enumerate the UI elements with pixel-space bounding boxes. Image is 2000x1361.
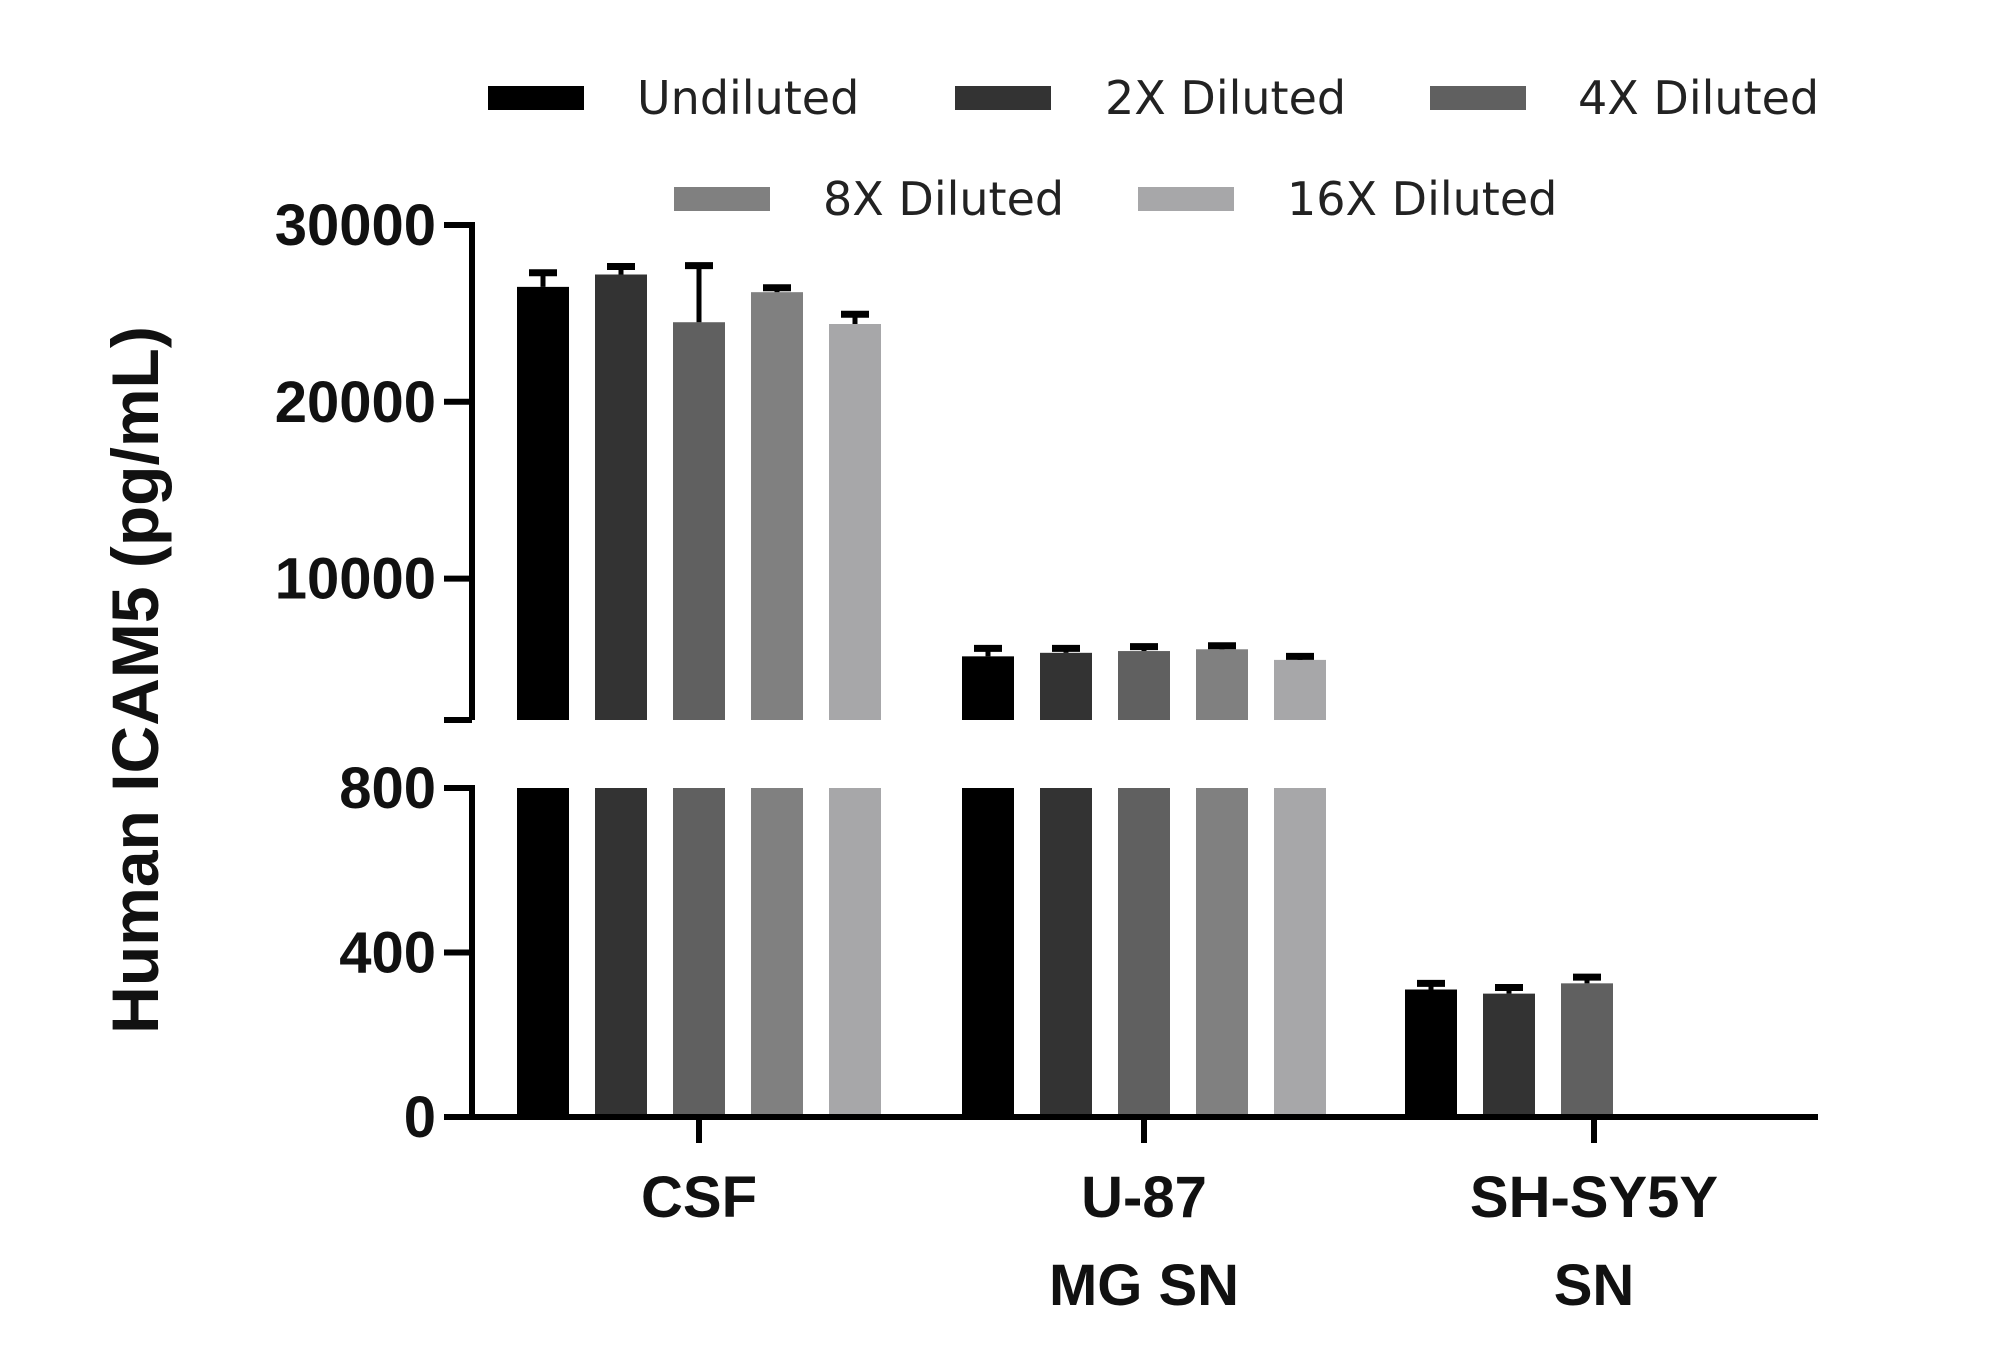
legend-swatch bbox=[1430, 86, 1526, 110]
legend-swatch bbox=[1138, 187, 1234, 211]
bar-3-0-upper bbox=[751, 292, 803, 720]
bar-4-0-lower bbox=[829, 788, 881, 1117]
bar-4-1-lower bbox=[1274, 788, 1326, 1117]
legend-label: 4X Diluted bbox=[1578, 71, 1819, 125]
bar-3-1-upper bbox=[1196, 649, 1248, 720]
bar-0-0-lower bbox=[517, 788, 569, 1117]
bar-1-2 bbox=[1483, 993, 1535, 1117]
x-tick-label: MG SN bbox=[1049, 1253, 1239, 1318]
bar-0-2 bbox=[1405, 989, 1457, 1117]
y-tick-label: 0 bbox=[404, 1085, 436, 1150]
bar-2-0-lower bbox=[673, 788, 725, 1117]
bar-2-0-upper bbox=[673, 322, 725, 720]
bar-4-1-upper bbox=[1274, 659, 1326, 720]
bar-2-1-lower bbox=[1118, 788, 1170, 1117]
bar-4-0-upper bbox=[829, 324, 881, 720]
y-tick-label: 10000 bbox=[275, 547, 436, 612]
bar-2-2 bbox=[1561, 983, 1613, 1117]
y-axis-title: Human ICAM5 (pg/mL) bbox=[98, 326, 172, 1034]
bar-3-1-lower bbox=[1196, 788, 1248, 1117]
bar-0-1-lower bbox=[962, 788, 1014, 1117]
y-tick-label: 800 bbox=[339, 756, 436, 821]
bar-0-1-upper bbox=[962, 656, 1014, 720]
bar-1-1-upper bbox=[1040, 652, 1092, 720]
bar-0-0-upper bbox=[517, 286, 569, 720]
legend-label: 16X Diluted bbox=[1287, 172, 1557, 226]
legend-swatch bbox=[488, 86, 584, 110]
legend-label: 8X Diluted bbox=[823, 172, 1064, 226]
x-tick-label: CSF bbox=[641, 1165, 757, 1230]
x-tick-label: U-87 bbox=[1081, 1165, 1207, 1230]
x-tick-label: SN bbox=[1554, 1253, 1635, 1318]
bar-1-1-lower bbox=[1040, 788, 1092, 1117]
bar-1-0-upper bbox=[595, 274, 647, 720]
y-tick-label: 20000 bbox=[275, 370, 436, 435]
legend-label: Undiluted bbox=[637, 71, 859, 125]
legend-swatch bbox=[955, 86, 1051, 110]
bar-1-0-lower bbox=[595, 788, 647, 1117]
legend-swatch bbox=[674, 187, 770, 211]
x-tick-label: SH-SY5Y bbox=[1470, 1165, 1718, 1230]
y-tick-label: 400 bbox=[339, 921, 436, 986]
bar-2-1-upper bbox=[1118, 651, 1170, 720]
y-tick-label: 30000 bbox=[275, 193, 436, 258]
legend-label: 2X Diluted bbox=[1105, 71, 1346, 125]
bar-3-0-lower bbox=[751, 788, 803, 1117]
